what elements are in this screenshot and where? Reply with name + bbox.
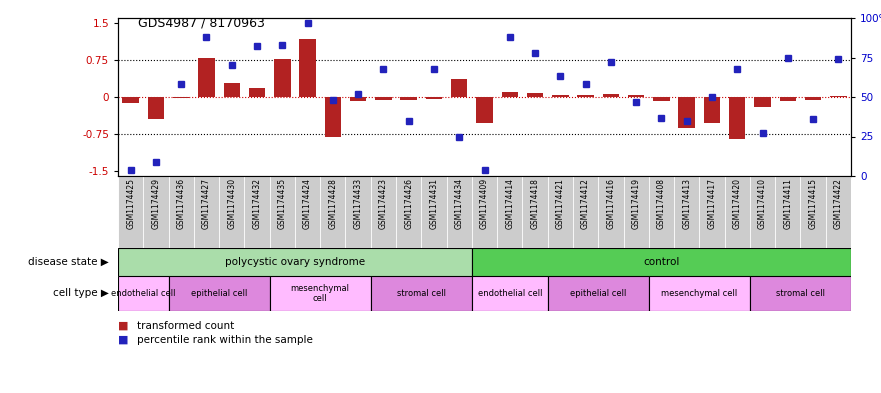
Bar (704, 97, 720, 123)
Text: GSM1174415: GSM1174415 (809, 178, 818, 229)
Text: GSM1174417: GSM1174417 (707, 178, 716, 229)
Text: GSM1174418: GSM1174418 (530, 178, 539, 229)
Bar (426, 97, 442, 99)
Text: endothelial cell: endothelial cell (478, 289, 542, 298)
Text: GSM1174419: GSM1174419 (632, 178, 640, 229)
Text: GSM1174433: GSM1174433 (353, 178, 363, 229)
Bar (401, 97, 417, 101)
Text: GSM1174421: GSM1174421 (556, 178, 565, 229)
Text: epithelial cell: epithelial cell (570, 289, 626, 298)
Text: GSM1174416: GSM1174416 (606, 178, 616, 229)
Bar (274, 59, 291, 97)
Text: GSM1174428: GSM1174428 (329, 178, 337, 229)
Text: cell type ▶: cell type ▶ (54, 288, 109, 299)
Bar (603, 94, 619, 97)
Text: endothelial cell: endothelial cell (111, 289, 175, 298)
Bar (577, 95, 594, 97)
Text: GSM1174412: GSM1174412 (581, 178, 590, 229)
Text: GSM1174410: GSM1174410 (758, 178, 767, 229)
Bar (548, 276, 648, 311)
Bar (754, 97, 771, 107)
Bar (830, 95, 847, 97)
Bar (270, 276, 371, 311)
Bar (472, 248, 851, 276)
Text: percentile rank within the sample: percentile rank within the sample (137, 335, 314, 345)
Bar (224, 83, 240, 97)
Text: GSM1174422: GSM1174422 (833, 178, 843, 229)
Text: GSM1174432: GSM1174432 (253, 178, 262, 229)
Bar (501, 92, 518, 97)
Bar (780, 97, 796, 101)
Bar (648, 276, 750, 311)
Bar (173, 97, 189, 99)
Text: mesenchymal cell: mesenchymal cell (662, 289, 737, 298)
Text: GSM1174408: GSM1174408 (657, 178, 666, 229)
Text: ■: ■ (118, 321, 129, 331)
Text: stromal cell: stromal cell (776, 289, 825, 298)
Text: GSM1174425: GSM1174425 (126, 178, 135, 229)
Bar (451, 79, 468, 97)
Text: GSM1174435: GSM1174435 (278, 178, 287, 229)
Text: GSM1174423: GSM1174423 (379, 178, 388, 229)
Bar (371, 276, 472, 311)
Bar (300, 39, 315, 97)
Text: GSM1174413: GSM1174413 (682, 178, 692, 229)
Text: GSM1174427: GSM1174427 (202, 178, 211, 229)
Text: mesenchymal
cell: mesenchymal cell (291, 284, 350, 303)
Bar (118, 276, 168, 311)
Text: stromal cell: stromal cell (396, 289, 446, 298)
Text: GSM1174424: GSM1174424 (303, 178, 312, 229)
Bar (552, 95, 568, 97)
Bar (628, 95, 644, 97)
Bar (168, 276, 270, 311)
Bar (350, 97, 366, 101)
Text: GSM1174429: GSM1174429 (152, 178, 160, 229)
Text: GSM1174434: GSM1174434 (455, 178, 463, 229)
Text: disease state ▶: disease state ▶ (28, 257, 109, 267)
Text: transformed count: transformed count (137, 321, 234, 331)
Text: GSM1174431: GSM1174431 (429, 178, 439, 229)
Bar (148, 97, 164, 119)
Text: control: control (643, 257, 679, 267)
Bar (198, 59, 215, 97)
Bar (750, 276, 851, 311)
Text: GSM1174436: GSM1174436 (177, 178, 186, 229)
Text: GSM1174409: GSM1174409 (480, 178, 489, 229)
Bar (653, 97, 670, 101)
Text: epithelial cell: epithelial cell (191, 289, 248, 298)
Text: GSM1174426: GSM1174426 (404, 178, 413, 229)
Bar (805, 97, 821, 101)
Text: GSM1174430: GSM1174430 (227, 178, 236, 229)
Bar (375, 97, 392, 101)
Text: GSM1174414: GSM1174414 (506, 178, 515, 229)
Bar (678, 97, 695, 128)
Bar (324, 97, 341, 138)
Text: GDS4987 / 8170963: GDS4987 / 8170963 (138, 16, 265, 29)
Text: GSM1174411: GSM1174411 (783, 178, 792, 229)
Bar (122, 97, 139, 103)
Bar (118, 248, 472, 276)
Bar (472, 276, 548, 311)
Text: polycystic ovary syndrome: polycystic ovary syndrome (225, 257, 365, 267)
Bar (248, 88, 265, 97)
Text: GSM1174420: GSM1174420 (733, 178, 742, 229)
Bar (477, 97, 492, 123)
Text: ■: ■ (118, 335, 129, 345)
Bar (729, 97, 745, 139)
Bar (527, 93, 544, 97)
